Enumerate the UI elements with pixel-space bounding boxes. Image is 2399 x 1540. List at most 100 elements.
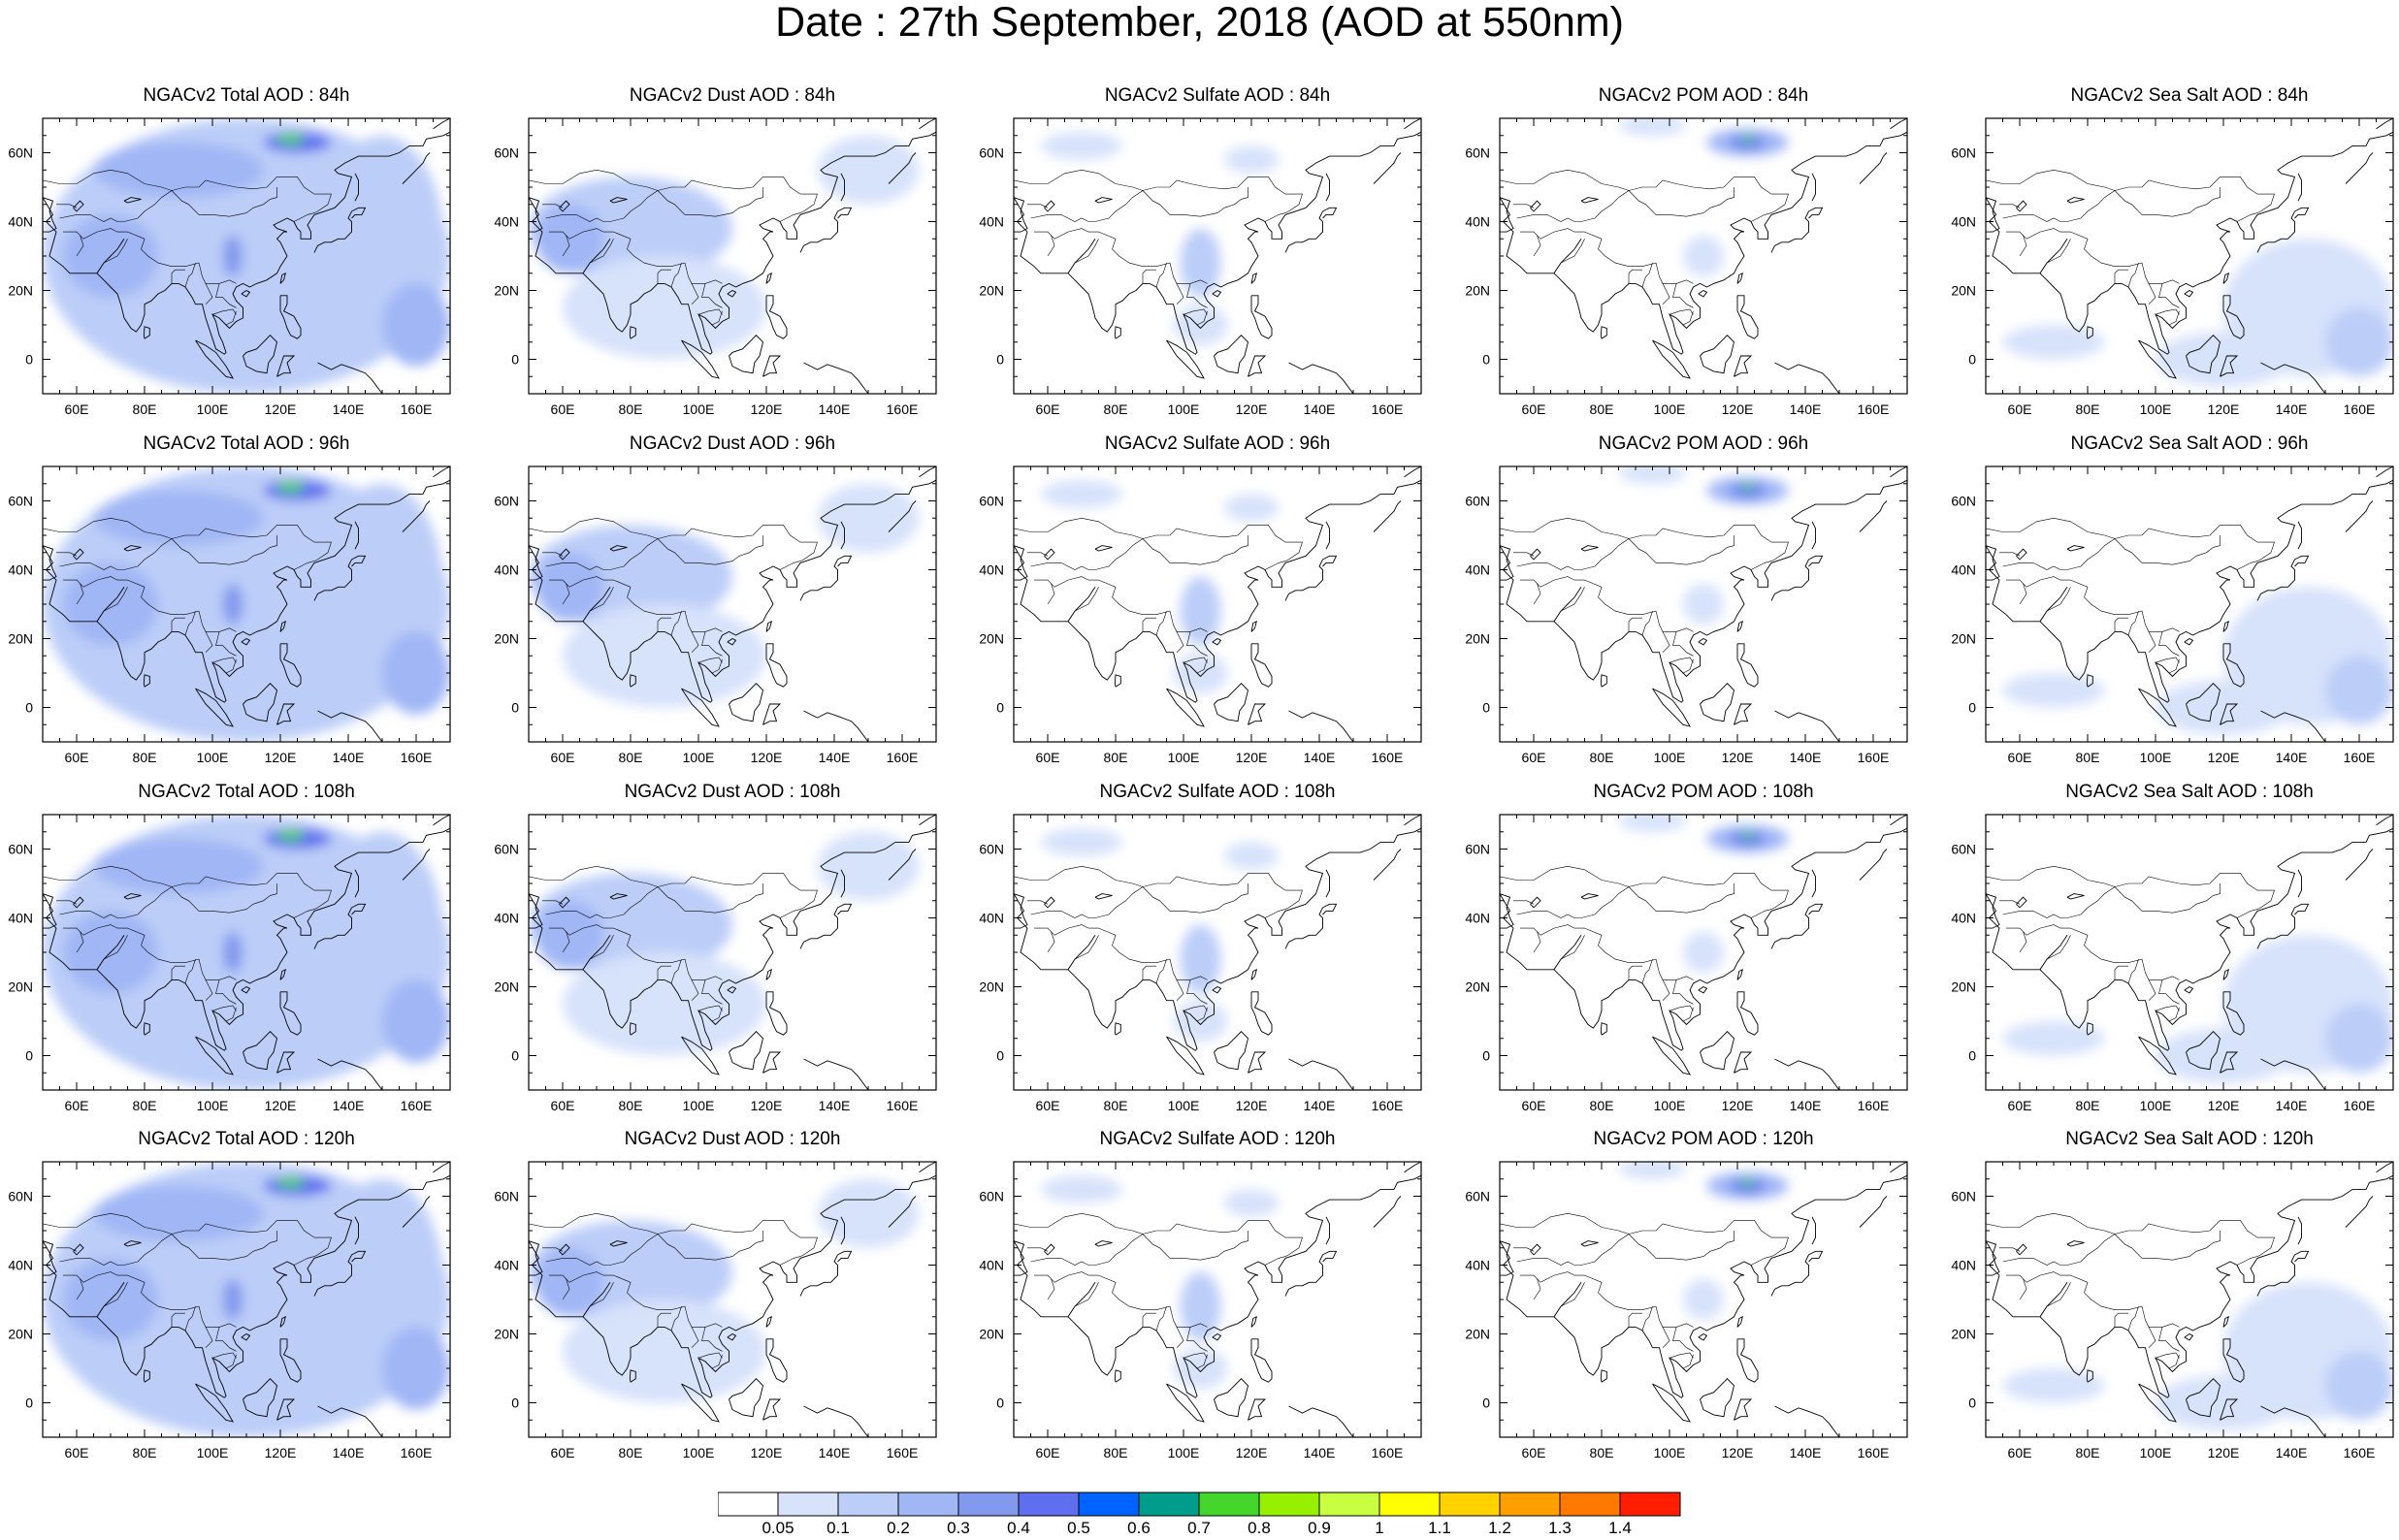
country-border [63,924,128,936]
coastline [317,710,383,742]
country-border [670,959,682,984]
map-panel: NGACv2 Sulfate AOD : 96h 60E 80E 100E 120E 14… [971,433,1456,773]
country-border [1027,552,1049,557]
coastline [1373,500,1402,532]
x-tick-label: 60E [65,1098,89,1113]
panel-title: NGACv2 Sea Salt AOD : 108h [2065,782,2314,802]
coastline [888,152,917,184]
country-border [56,552,78,557]
country-border [582,935,614,970]
x-tick-label: 100E [1654,1098,1686,1113]
coastline [1288,362,1354,394]
colorbar-swatch [718,1492,779,1517]
country-border [701,283,723,308]
country-border [225,310,237,326]
country-border [549,576,614,588]
country-border [63,1271,128,1283]
coastline [1500,479,1907,703]
coastline [1212,985,1222,994]
aod-blob [93,838,264,894]
map-plot: 60E 80E 100E 120E 140E 160E 0 20N 40N 60N [979,1161,1422,1460]
coastline [1986,131,2393,355]
coastline [1770,207,1824,253]
aod-blob [1224,145,1279,174]
country-border [127,579,237,632]
y-tick-label: 60N [979,145,1004,161]
country-border [1142,617,1156,632]
coastline [143,1369,150,1383]
country-border [1034,924,1099,936]
y-tick-label: 20N [494,283,519,299]
coastline [609,545,628,552]
coastline [729,335,763,374]
country-border [96,935,128,970]
coastline [803,710,869,742]
aod-blob [1041,1175,1122,1203]
aod-blob [1683,931,1724,974]
y-tick-label: 60N [494,1189,519,1204]
country-border [1682,1354,1694,1369]
x-tick-label: 160E [1372,750,1404,765]
country-border [670,611,682,636]
coastline [1214,1378,1248,1418]
coastline [1890,118,1907,130]
country-border [2002,538,2116,570]
coastline [43,131,450,355]
country-border [1186,631,1208,657]
coastline [1530,896,1541,909]
country-border [1516,1234,1630,1266]
country-border [582,587,614,622]
country-border [1999,552,2021,557]
coastline [43,1174,450,1398]
y-tick-label: 40N [8,1258,33,1273]
coastline [2260,1058,2326,1090]
x-tick-label: 140E [333,401,365,417]
x-tick-label: 60E [65,401,89,417]
country-border [211,657,237,663]
map-plot: 60E 80E 100E 120E 140E 160E 0 20N 40N 60N [8,1161,451,1460]
y-tick-label: 0 [1968,1048,1976,1064]
colorbar-label: 1.2 [1488,1519,1511,1536]
country-border [562,931,570,953]
country-border [2114,965,2128,980]
coastline [433,466,450,478]
coastline [840,173,845,202]
country-border [1520,1271,1585,1283]
coastline [919,1162,936,1173]
country-border [1176,283,1184,305]
country-border [1628,1231,1734,1261]
country-border [171,965,185,980]
country-border [1986,1212,2275,1257]
coastline [681,339,720,379]
country-border [529,169,818,213]
map-plot: 60E 80E 100E 120E 140E 160E 0 20N 40N 60N [1951,1161,2394,1460]
country-border [1030,538,1144,570]
country-border [542,900,564,905]
country-border [1142,535,1248,565]
country-border [1014,865,1303,910]
map-plot: 60E 80E 100E 120E 140E 160E 0 20N 40N 60N [979,117,1422,417]
country-border [1999,204,2021,209]
y-tick-label: 40N [494,911,519,926]
x-tick-label: 100E [683,401,715,417]
aod-field [1500,815,1907,1090]
y-tick-label: 60N [8,145,33,161]
x-tick-label: 60E [1522,1445,1546,1460]
country-border [657,1231,763,1261]
coastline [529,545,543,581]
country-border [1750,561,1772,570]
map-panel: NGACv2 Total AOD : 96h 60E 80E 100E 120E 140E… [0,433,485,773]
coastlines [1500,466,1907,742]
coastline [2220,703,2239,725]
country-border [2114,1312,2128,1328]
panel-title: NGACv2 Dust AOD : 120h [624,1129,841,1149]
coastline [609,197,628,204]
coastline [1214,1031,1248,1071]
coastline [313,207,367,253]
coastline [1288,710,1354,742]
coastline [1284,207,1338,253]
x-tick-label: 140E [1790,1445,1822,1460]
aod-blob [1180,1271,1221,1341]
country-border [562,1278,570,1300]
coastline [1250,968,1257,980]
